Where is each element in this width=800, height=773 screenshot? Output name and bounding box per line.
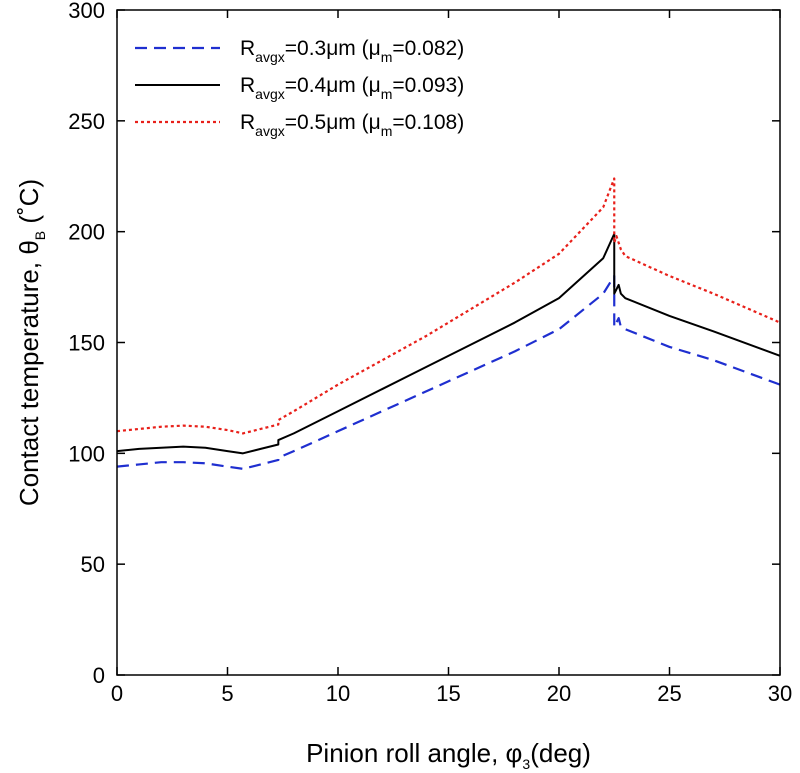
x-tick-label: 5 [221,681,233,706]
x-tick-label: 20 [547,681,571,706]
x-tick-label: 15 [436,681,460,706]
legend-label-2: Ravgx=0.4μm (μm=0.093) [240,74,464,102]
x-tick-label: 25 [657,681,681,706]
y-tick-label: 300 [68,0,105,23]
x-tick-label: 10 [326,681,350,706]
series-layer [116,177,781,470]
series-line-2 [116,232,781,455]
y-tick-label: 150 [68,331,105,356]
x-axis-title: Pinion roll angle, φ3(deg) [306,738,591,772]
legend-label-3: Ravgx=0.5μm (μm=0.108) [240,111,464,139]
series-line-3 [116,177,781,435]
y-tick-label: 250 [68,109,105,134]
x-tick-label: 30 [768,681,792,706]
legend: Ravgx=0.3μm (μm=0.082) Ravgx=0.4μm (μm=0.… [135,37,464,139]
x-tick-label: 0 [111,681,123,706]
legend-label-1: Ravgx=0.3μm (μm=0.082) [240,37,464,65]
y-tick-label: 50 [81,552,105,577]
y-tick-label: 100 [68,441,105,466]
y-tick-label: 200 [68,220,105,245]
series-line-1 [116,274,781,470]
y-axis-title: Contact temperature, θB (˚C) [14,179,48,506]
plot-frame [116,9,781,676]
y-tick-label: 0 [93,663,105,688]
